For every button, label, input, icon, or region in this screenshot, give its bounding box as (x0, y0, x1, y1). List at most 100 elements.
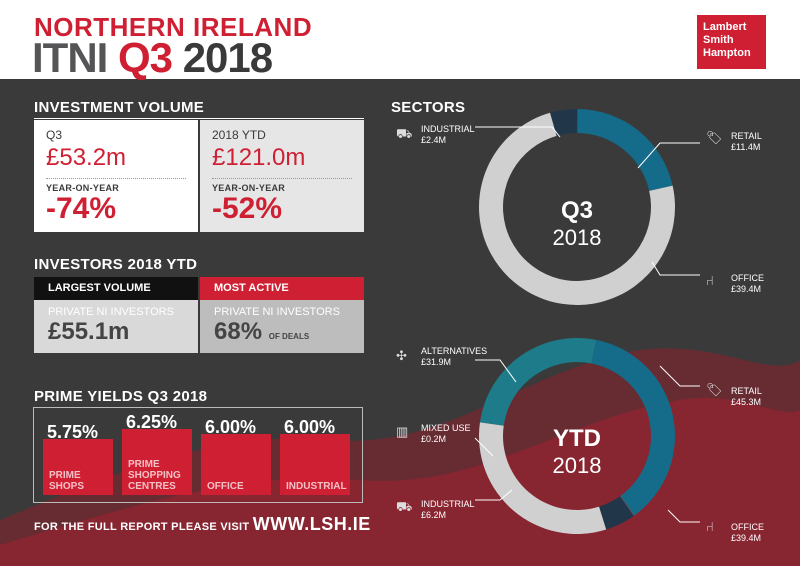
yield-category-label: OFFICE (207, 481, 244, 492)
q3-label-industrial: INDUSTRIAL £2.4M (421, 124, 475, 146)
label-value: £11.4M (731, 142, 761, 152)
label-name: RETAIL (731, 131, 762, 141)
ytd-label-mixed-use: MIXED USE £0.2M (421, 423, 471, 445)
leader-line (637, 142, 700, 169)
donut-slice-industrial (599, 496, 634, 530)
yield-category-label: INDUSTRIAL (286, 481, 347, 492)
ytd-center-label: YTD 2018 (517, 425, 637, 479)
leader-line (474, 437, 494, 457)
footer-url-link[interactable]: WWW.LSH.IE (252, 514, 371, 534)
office-chair-icon: ⑁ (706, 273, 714, 288)
yield-bar (122, 429, 192, 495)
investment-ytd-card: 2018 YTD £121.0m YEAR-ON-YEAR -52% (200, 120, 364, 232)
most-active-value: 68% (214, 318, 263, 345)
donut-slice-office (478, 422, 607, 534)
yield-bar (280, 434, 350, 495)
donut-slice-retail (577, 109, 673, 191)
q3-yoy-label: YEAR-ON-YEAR (46, 183, 120, 193)
investors-title: INVESTORS 2018 YTD (34, 256, 198, 273)
ytd-yoy-label: YEAR-ON-YEAR (212, 183, 286, 193)
q3-yoy-value: -74% (46, 192, 117, 225)
label-value: £0.2M (421, 434, 447, 444)
ytd-value: £121.0m (212, 144, 306, 171)
yield-category-label: PRIME SHOPS (49, 470, 85, 492)
logo-line: Hampton (703, 47, 751, 59)
footer-text: FOR THE FULL REPORT PLEASE VISIT (34, 521, 250, 533)
yield-category-label: PRIME SHOPPING CENTRES (128, 459, 181, 492)
label-value: £2.4M (421, 135, 447, 145)
q3-label: Q3 (46, 128, 63, 142)
leader-line (475, 126, 561, 138)
logo-line: Lambert (703, 21, 747, 33)
lsh-logo: Lambert Smith Hampton (697, 15, 766, 69)
yield-bar (201, 434, 271, 495)
office-chair-icon: ⑁ (706, 519, 714, 534)
ytd-label-office: OFFICE £39.4M (731, 522, 764, 544)
most-active-head: MOST ACTIVE (200, 277, 364, 300)
q3-label-retail: RETAIL £11.4M (731, 131, 762, 153)
investment-title: INVESTMENT VOLUME (34, 99, 205, 116)
largest-volume-value: £55.1m (48, 318, 130, 345)
label-name: INDUSTRIAL (421, 124, 475, 134)
forklift-icon: ⛟ (396, 126, 413, 141)
donut-slice-retail (591, 339, 675, 516)
leader-line (475, 359, 517, 383)
label-name: MIXED USE (421, 423, 471, 433)
ytd-label-alternatives: ALTERNATIVES £31.9M (421, 346, 487, 368)
largest-volume-head: LARGEST VOLUME (34, 277, 198, 300)
divider (212, 178, 352, 179)
q3-center-label: Q3 2018 (517, 197, 637, 251)
tag-icon: 🏷 (706, 382, 723, 397)
forklift-icon: ⛟ (396, 499, 413, 514)
label-value: £45.3M (731, 397, 762, 407)
footer: FOR THE FULL REPORT PLEASE VISIT WWW.LSH… (34, 514, 371, 535)
label-name: OFFICE (731, 522, 764, 532)
header-region: NORTHERN IRELAND (34, 12, 313, 42)
ytd-label: 2018 YTD (212, 128, 266, 142)
most-active-value-row: 68% OF DEALS (214, 318, 350, 346)
yield-bar (43, 439, 113, 495)
yields-chart-frame (33, 407, 363, 503)
leader-line (659, 365, 700, 387)
divider (46, 178, 186, 179)
yield-value-label: 5.75% (47, 422, 99, 442)
donut-slice-mixed-use (619, 495, 635, 516)
label-value: £31.9M (421, 357, 452, 367)
tag-icon: 🏷 (706, 130, 723, 145)
largest-volume-body: PRIVATE NI INVESTORS £55.1m (34, 300, 198, 353)
label-name: RETAIL (731, 386, 762, 396)
label-value: £6.2M (421, 510, 447, 520)
yields-title: PRIME YIELDS Q3 2018 (34, 388, 208, 405)
largest-volume-label: PRIVATE NI INVESTORS (48, 306, 174, 318)
label-name: OFFICE (731, 273, 764, 283)
signpost-icon: ✣ (396, 348, 407, 363)
label-name: INDUSTRIAL (421, 499, 475, 509)
most-active-label: PRIVATE NI INVESTORS (214, 306, 340, 318)
header: NORTHERN IRELAND ITNI Q3 2018 Lambert Sm… (0, 0, 800, 81)
ytd-yoy-value: -52% (212, 192, 283, 225)
header-quarter: Q3 (118, 34, 173, 81)
q3-center-year: 2018 (552, 225, 602, 250)
divider (34, 118, 364, 119)
ytd-center-year: 2018 (552, 453, 602, 478)
ytd-label-industrial: INDUSTRIAL £6.2M (421, 499, 475, 521)
label-name: ALTERNATIVES (421, 346, 488, 356)
leader-line (651, 261, 700, 276)
donut-slice-alternatives (479, 337, 597, 426)
sectors-title: SECTORS (391, 99, 466, 116)
header-prefix: ITNI (32, 34, 108, 81)
q3-center-title: Q3 (560, 197, 593, 224)
label-value: £39.4M (731, 284, 762, 294)
logo-line: Smith (703, 34, 734, 46)
ytd-center-title: YTD (553, 425, 601, 452)
q3-value: £53.2m (46, 144, 127, 171)
donut-slice-industrial (549, 109, 578, 136)
q3-label-office: OFFICE £39.4M (731, 273, 764, 295)
label-value: £39.4M (731, 533, 762, 543)
ytd-label-retail: RETAIL £45.3M (731, 386, 762, 408)
yield-value-label: 6.25% (126, 412, 178, 432)
